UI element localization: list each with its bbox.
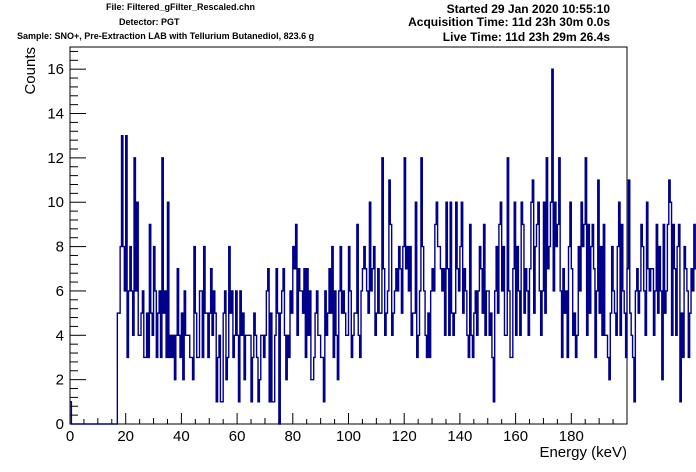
y-tick-label: 4 [56, 327, 64, 344]
y-tick-label: 10 [47, 194, 64, 211]
counts-series-line [70, 68, 696, 425]
y-tick-labels: 0 2 4 6 8 10 12 14 16 [47, 61, 64, 433]
y-tick-label: 0 [56, 416, 64, 433]
file-label: File: Filtered_gFilter_Rescaled.chn [106, 2, 256, 12]
acquisition-time-label: Acquisition Time: 11d 23h 30m 0.0s [408, 15, 610, 29]
y-tick-label: 12 [47, 150, 64, 167]
y-tick-label: 16 [47, 61, 64, 78]
x-tick-labels: 0 20 40 60 80 100 120 140 160 180 [66, 428, 584, 445]
y-axis-title: Counts [22, 47, 39, 95]
y-tick-label: 14 [47, 106, 64, 123]
detector-label: Detector: PGT [119, 17, 180, 27]
started-label: Started 29 Jan 2020 10:55:10 [446, 2, 610, 16]
y-tick-label: 6 [56, 283, 64, 300]
x-axis-title: Energy (keV) [539, 444, 627, 461]
sample-label: Sample: SNO+, Pre-Extraction LAB with Te… [17, 31, 315, 41]
x-tick-label: 40 [173, 428, 190, 445]
x-tick-label: 20 [117, 428, 134, 445]
x-tick-label: 60 [229, 428, 246, 445]
x-tick-label: 140 [447, 428, 472, 445]
x-tick-label: 180 [559, 428, 584, 445]
y-tick-label: 2 [56, 372, 64, 389]
x-tick-label: 0 [66, 428, 74, 445]
y-tick-label: 8 [56, 239, 64, 256]
live-time-label: Live Time: 11d 23h 29m 26.4s [442, 30, 610, 44]
x-tick-label: 100 [336, 428, 361, 445]
x-tick-label: 160 [503, 428, 528, 445]
x-tick-label: 120 [392, 428, 417, 445]
x-tick-label: 80 [284, 428, 301, 445]
